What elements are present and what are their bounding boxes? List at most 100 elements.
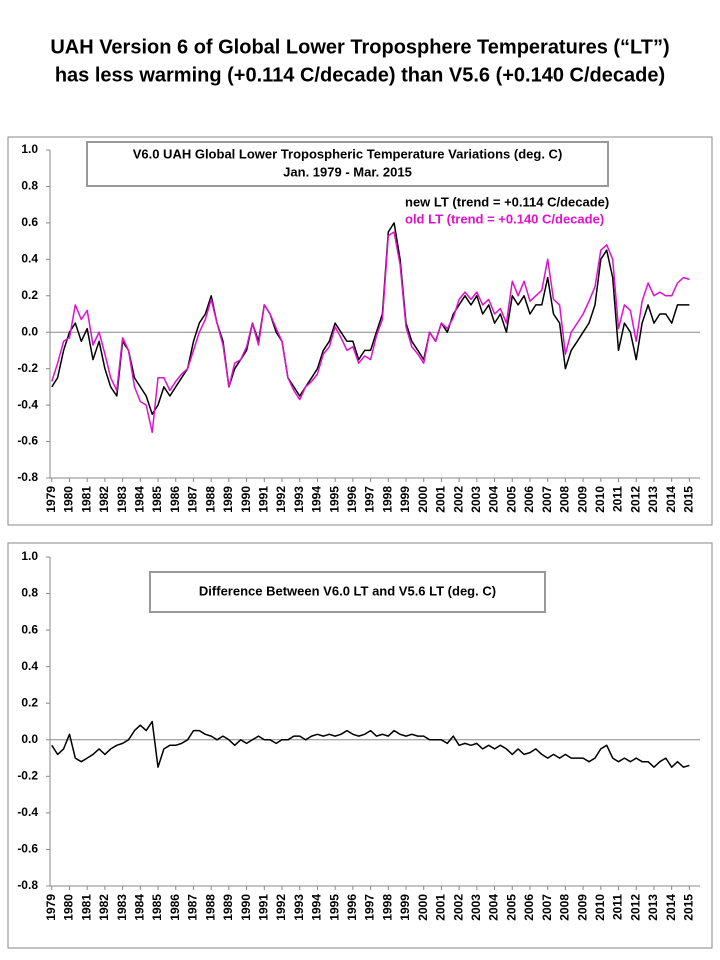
title-box [149,571,546,613]
x-tick-label: 2015 [682,894,696,921]
x-tick-label: 2010 [593,486,607,513]
x-tick-label: 2001 [434,894,448,921]
page-title: has less warming (+0.114 C/decade) than … [55,64,665,86]
x-tick-label: 1998 [380,486,394,513]
x-tick-label: 1987 [186,894,200,921]
chart-title: V6.0 UAH Global Lower Tropospheric Tempe… [133,146,563,161]
panel-frame [7,136,713,526]
y-tick-label: 0.6 [21,622,38,636]
x-tick-label: 2004 [487,486,501,513]
x-tick-label: 2000 [416,486,430,513]
x-tick-label: 2010 [593,894,607,921]
chart-subtitle: Jan. 1979 - Mar. 2015 [283,164,412,179]
y-tick-label: -0.4 [17,805,38,819]
x-tick-label: 1983 [115,894,129,921]
x-tick-label: 1984 [132,486,146,513]
legend-entry: old LT (trend = +0.140 C/decade) [405,211,604,226]
x-tick-label: 2009 [575,894,589,921]
x-tick-label: 1993 [292,894,306,921]
x-tick-label: 2011 [611,486,625,512]
x-tick-label: 1992 [274,486,288,513]
x-tick-label: 1979 [44,486,58,513]
x-tick-label: 1990 [239,486,253,513]
x-tick-label: 2012 [628,486,642,513]
x-tick-label: 2001 [434,486,448,513]
x-tick-label: 1992 [274,894,288,921]
y-tick-label: -0.4 [17,397,38,411]
y-tick-label: 0.8 [21,586,38,600]
series-line [51,222,690,415]
y-tick-label: 0.4 [21,252,38,266]
x-tick-label: 2013 [646,486,660,513]
title-box [86,141,609,187]
x-tick-label: 2014 [664,486,678,513]
series-line [51,231,690,434]
x-tick-label: 2002 [451,486,465,513]
x-tick-label: 2008 [558,894,572,921]
chart-title: Difference Between V6.0 LT and V5.6 LT (… [199,583,496,598]
x-tick-label: 2014 [664,894,678,921]
x-tick-label: 1980 [62,486,76,513]
x-tick-label: 2003 [469,486,483,513]
y-tick-label: 0.2 [21,288,38,302]
x-tick-label: 1994 [310,486,324,513]
x-tick-label: 2007 [540,894,554,921]
x-tick-label: 2006 [522,894,536,921]
x-tick-label: 2005 [504,486,518,513]
x-tick-label: 1984 [132,894,146,921]
x-tick-label: 1982 [97,894,111,921]
x-tick-label: 1985 [150,486,164,513]
x-tick-label: 1986 [168,894,182,921]
y-tick-label: -0.2 [17,361,38,375]
x-tick-label: 1998 [380,894,394,921]
x-tick-label: 1985 [150,894,164,921]
y-tick-label: -0.8 [17,878,38,892]
y-tick-label: -0.8 [17,470,38,484]
x-tick-label: 1983 [115,486,129,513]
x-tick-label: 1987 [186,486,200,513]
x-tick-label: 1991 [256,486,270,513]
x-tick-label: 2013 [646,894,660,921]
x-tick-label: 2004 [487,894,501,921]
y-tick-label: -0.2 [17,769,38,783]
x-tick-label: 1995 [327,486,341,513]
y-tick-label: 0.2 [21,695,38,709]
y-tick-label: 0.4 [21,659,38,673]
x-tick-label: 2011 [611,894,625,920]
x-tick-label: 2002 [451,894,465,921]
x-tick-label: 1980 [62,894,76,921]
x-tick-label: 2009 [575,486,589,513]
x-tick-label: 1996 [345,486,359,513]
x-tick-label: 1982 [97,486,111,513]
x-tick-label: 1993 [292,486,306,513]
x-tick-label: 2006 [522,486,536,513]
x-tick-label: 2012 [628,894,642,921]
x-tick-label: 1999 [398,894,412,921]
y-tick-label: 0.8 [21,179,38,193]
x-tick-label: 1997 [363,486,377,513]
x-tick-label: 1981 [79,894,93,921]
x-tick-label: 2015 [682,486,696,513]
x-tick-label: 1997 [363,894,377,921]
series-line [51,720,690,768]
x-tick-label: 1996 [345,894,359,921]
y-tick-label: -0.6 [17,842,38,856]
page-title: UAH Version 6 of Global Lower Tropospher… [50,36,669,58]
y-tick-label: 1.0 [21,549,38,563]
x-tick-label: 1989 [221,894,235,921]
y-tick-label: 0.0 [21,324,38,338]
x-tick-label: 2000 [416,894,430,921]
x-tick-label: 2008 [558,486,572,513]
x-tick-label: 1994 [310,894,324,921]
x-tick-label: 1995 [327,894,341,921]
x-tick-label: 1999 [398,486,412,513]
x-tick-label: 2007 [540,486,554,513]
y-tick-label: -0.6 [17,434,38,448]
x-tick-label: 1991 [256,894,270,921]
x-tick-label: 1981 [79,486,93,513]
x-tick-label: 1979 [44,894,58,921]
x-tick-label: 2005 [504,894,518,921]
x-tick-label: 2003 [469,894,483,921]
x-tick-label: 1988 [203,486,217,513]
